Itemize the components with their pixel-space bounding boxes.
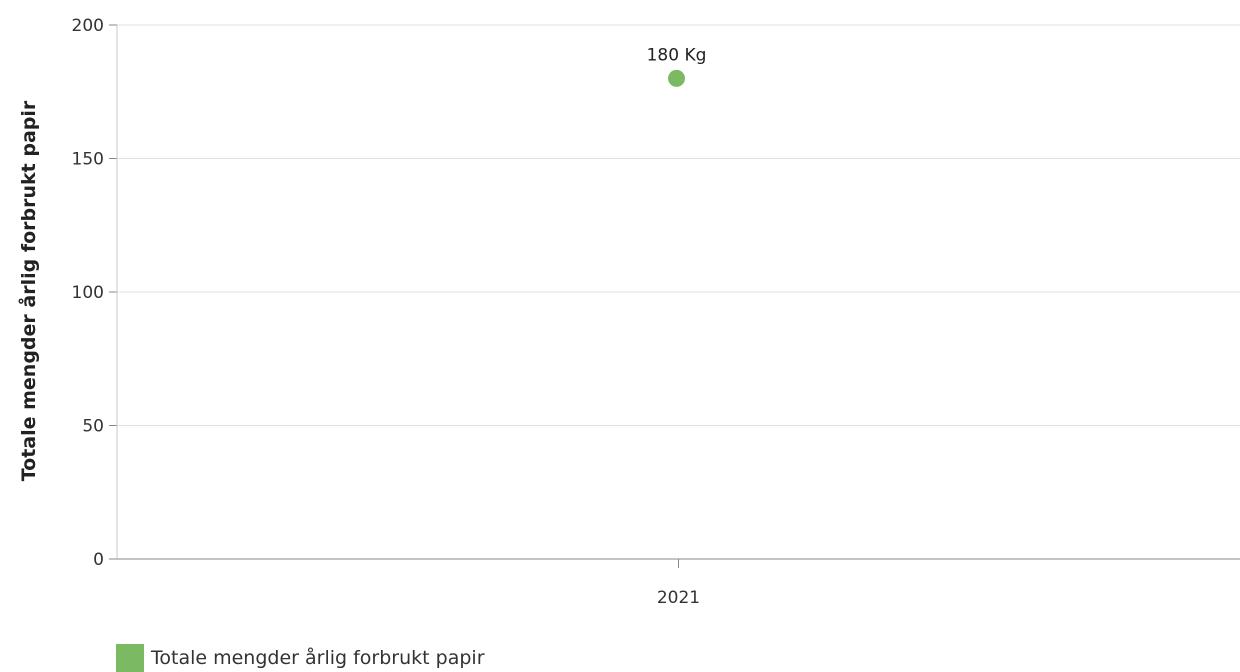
y-axis-ticks: 0 50 100 150 200 [72, 16, 117, 570]
y-tick-label: 150 [72, 150, 104, 170]
data-point[interactable] [668, 69, 685, 87]
legend-label: Totale mengder årlig forbrukt papir [151, 647, 485, 669]
data-points: 180 Kg [647, 45, 707, 87]
y-tick-label: 0 [93, 550, 104, 570]
x-axis-ticks: 2021 [657, 559, 700, 608]
gridlines [117, 24, 1240, 426]
legend-swatch [116, 644, 144, 672]
legend[interactable]: Totale mengder årlig forbrukt papir [116, 644, 485, 672]
data-label: 180 Kg [647, 45, 707, 65]
y-axis-title: Totale mengder årlig forbrukt papir [16, 100, 40, 481]
y-tick-label: 50 [82, 417, 104, 437]
x-tick-label: 2021 [657, 588, 700, 608]
y-tick-label: 100 [72, 283, 104, 303]
y-tick-label: 200 [72, 16, 104, 36]
